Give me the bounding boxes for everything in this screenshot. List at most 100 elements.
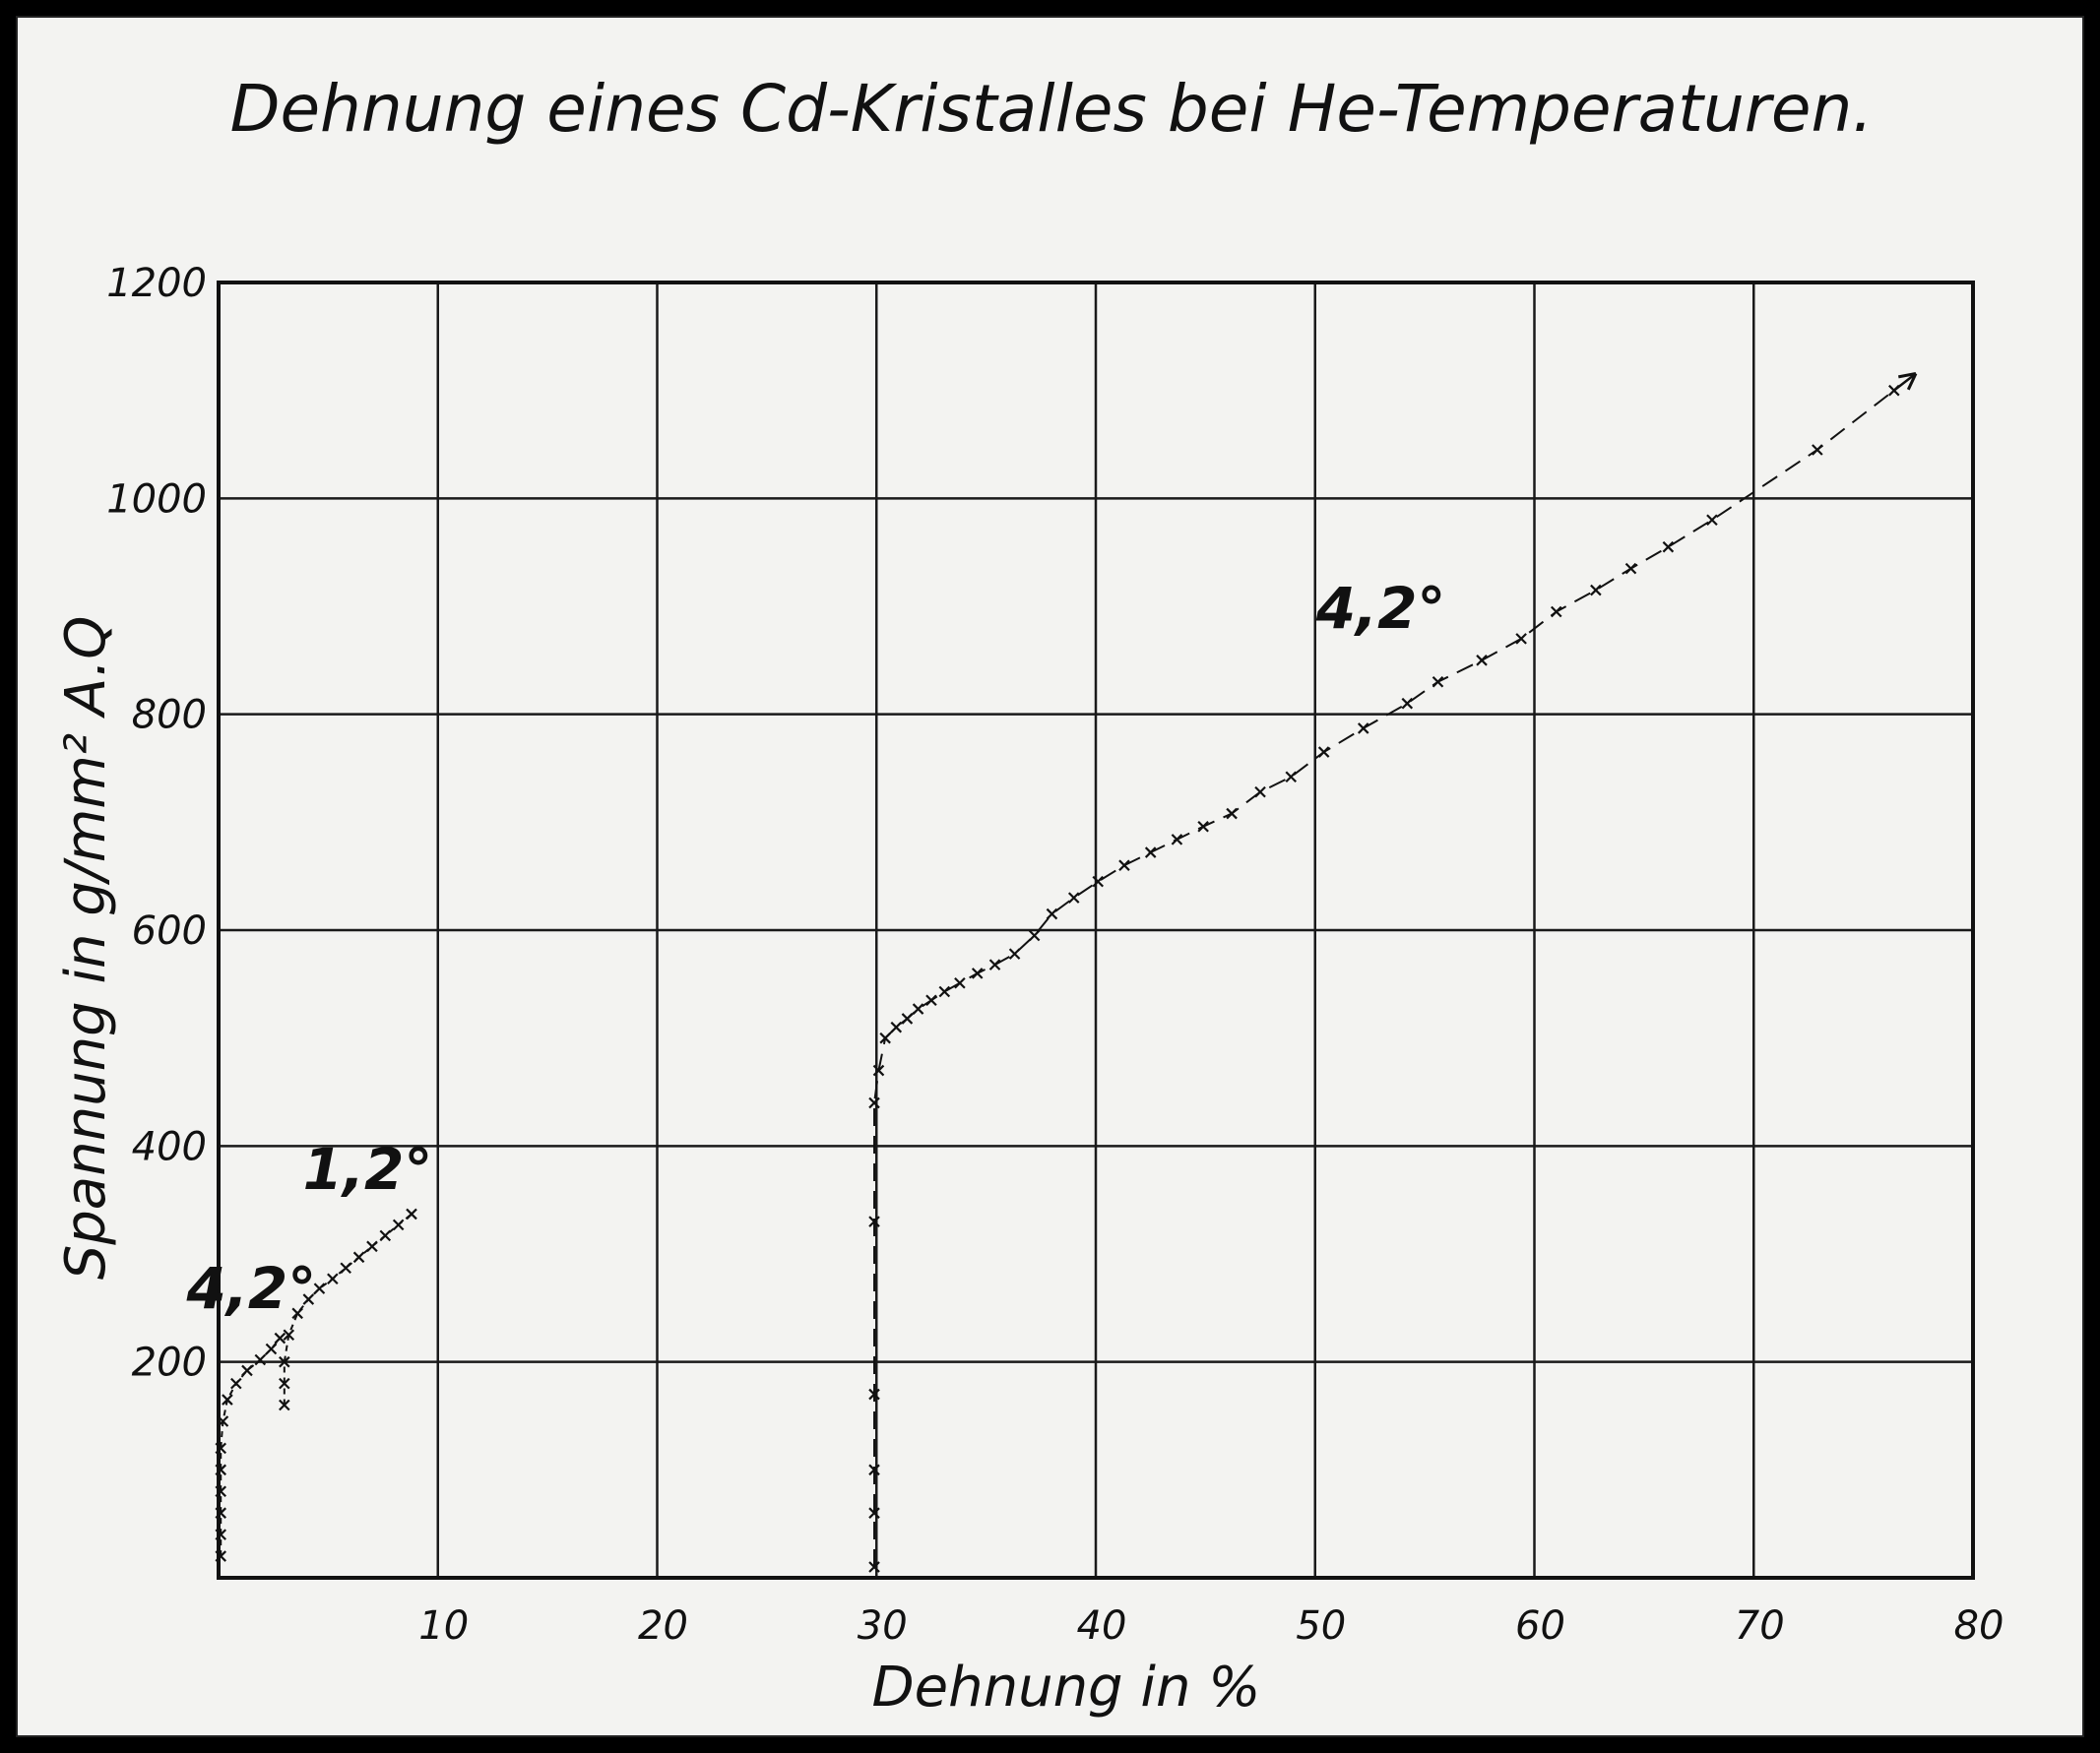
data-point	[1812, 444, 1823, 456]
data-point	[1254, 785, 1266, 798]
x-tick-label: 10	[418, 1603, 469, 1649]
data-point	[379, 1229, 392, 1242]
data-point	[901, 1013, 914, 1025]
plot-border	[217, 281, 1975, 1580]
x-tick-label: 50	[1296, 1603, 1346, 1649]
stress-strain-chart: Dehnung eines Cd-Kristalles bei He-Tempe…	[54, 71, 2004, 1720]
data-point	[215, 1529, 227, 1540]
data-point	[1551, 605, 1562, 618]
data-point	[925, 994, 937, 1007]
data-point	[215, 1442, 227, 1455]
data-point	[302, 1293, 315, 1305]
data-point	[1144, 846, 1157, 858]
x-tick-label: 20	[638, 1603, 688, 1649]
data-point	[392, 1219, 405, 1231]
data-point	[868, 1216, 880, 1227]
data-point	[938, 985, 951, 998]
data-point	[283, 1329, 295, 1342]
data-point	[868, 1507, 880, 1519]
data-point	[1706, 514, 1718, 527]
data-point	[912, 1003, 924, 1015]
y-tick-label: 1000	[106, 476, 207, 522]
data-point	[879, 1032, 891, 1044]
temperature-label: 4,2°	[1315, 575, 1446, 642]
data-point	[1888, 384, 1900, 397]
y-axis-label: Spannung in g/mm² A.Q	[54, 616, 118, 1281]
tick-labels: 10 20 30 40 50 60 70 80 200 400 600 800 1000 1200	[106, 261, 2004, 1649]
temperature-label: 1,2°	[303, 1136, 433, 1203]
data-point	[406, 1208, 417, 1221]
data-point	[327, 1273, 339, 1284]
data-point	[868, 1561, 880, 1573]
data-point	[1028, 929, 1041, 942]
data-point	[352, 1251, 365, 1264]
data-point	[1317, 746, 1330, 758]
x-axis-label: Dehnung in %	[872, 1656, 1261, 1720]
temperature-label: 4,2°	[186, 1255, 317, 1322]
data-point	[279, 1399, 290, 1411]
series-line	[873, 389, 1895, 1568]
data-point	[1476, 655, 1488, 666]
data-point	[1515, 633, 1527, 645]
data-point	[868, 1464, 880, 1476]
data-points	[215, 384, 1900, 1573]
data-point	[313, 1283, 326, 1294]
x-tick-label: 70	[1735, 1603, 1785, 1649]
data-point	[222, 1394, 233, 1406]
data-point	[1357, 722, 1369, 734]
data-point	[988, 959, 1001, 970]
y-tick-label: 600	[132, 908, 207, 954]
data-point	[217, 1415, 229, 1427]
data-point	[971, 968, 984, 979]
chart-title: Dehnung eines Cd-Kristalles bei He-Tempe…	[230, 71, 1874, 147]
y-tick-label: 400	[132, 1124, 207, 1169]
data-point	[215, 1464, 227, 1476]
data-point	[215, 1507, 227, 1519]
data-point	[1092, 875, 1105, 888]
data-point	[1624, 562, 1637, 575]
y-tick-label: 800	[132, 693, 207, 738]
x-tick-label: 30	[858, 1603, 908, 1649]
data-point	[291, 1307, 303, 1320]
data-point	[1197, 820, 1209, 833]
slide-frame: Dehnung eines Cd-Kristalles bei He-Tempe…	[16, 16, 2084, 1737]
series-markers	[279, 1208, 417, 1411]
data-point	[1662, 540, 1675, 553]
data-point	[366, 1240, 378, 1253]
data-point	[274, 1332, 286, 1345]
data-point	[1226, 807, 1238, 820]
data-point	[1008, 948, 1021, 960]
data-point	[1067, 892, 1080, 904]
data-point	[1401, 697, 1414, 710]
data-point	[954, 976, 966, 989]
grid	[217, 281, 1975, 1580]
data-point	[230, 1377, 242, 1390]
data-point	[215, 1550, 227, 1562]
data-point	[868, 1096, 880, 1109]
data-point	[265, 1343, 278, 1355]
series-line	[220, 1337, 282, 1557]
series-markers	[868, 384, 1900, 1573]
series-markers	[215, 1332, 286, 1562]
data-point	[215, 1485, 227, 1498]
data-point	[254, 1353, 267, 1366]
annotations: 4,2° 1,2° 4,2°	[186, 575, 1446, 1322]
data-point	[1285, 771, 1298, 783]
y-tick-label: 200	[132, 1341, 207, 1386]
y-tick-label: 1200	[106, 261, 207, 306]
data-point	[241, 1364, 253, 1377]
data-point	[1118, 859, 1130, 871]
data-point	[890, 1021, 903, 1033]
data-point	[872, 1064, 885, 1077]
data-point	[1432, 675, 1444, 688]
arrow-head	[1897, 372, 1918, 391]
data-curves	[220, 372, 1918, 1568]
x-tick-label: 40	[1077, 1603, 1127, 1649]
data-point	[340, 1262, 351, 1275]
x-tick-label: 80	[1954, 1603, 2005, 1649]
data-point	[1046, 908, 1058, 920]
data-point	[1171, 834, 1183, 845]
data-point	[1590, 584, 1602, 596]
data-point	[279, 1355, 290, 1368]
x-tick-label: 60	[1515, 1603, 1565, 1649]
